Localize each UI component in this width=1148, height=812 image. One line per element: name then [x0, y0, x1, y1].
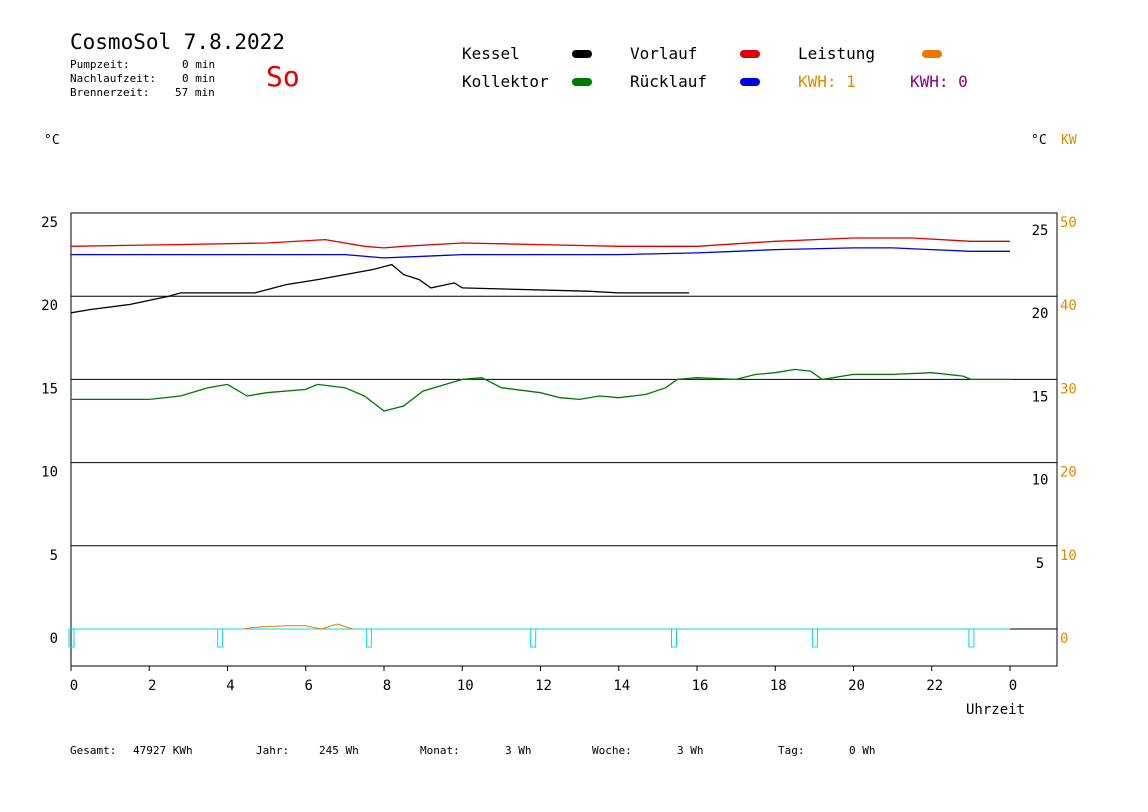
legend-ruecklauf-swatch — [740, 78, 760, 86]
pump-cycle-marker — [365, 628, 372, 648]
series-kollektor — [71, 368, 1010, 412]
y-tick-label-right: 25 — [1032, 223, 1049, 239]
y-tick-label-kw: 0 — [1060, 631, 1068, 647]
footer-tag-value: 0 Wh — [849, 744, 876, 757]
weekday-label: So — [266, 60, 300, 93]
legend-leistung-swatch — [922, 50, 942, 58]
series-kessel — [70, 263, 690, 314]
y-tick-label-right: 20 — [1032, 306, 1049, 322]
y-tick-label-right: 5 — [1036, 556, 1044, 572]
x-tick-label: 12 — [535, 678, 552, 694]
x-tick-label: 14 — [613, 678, 630, 694]
series-leistung — [243, 623, 353, 630]
footer-tag-label: Tag: — [778, 744, 805, 757]
y-tick-label-left: 15 — [41, 381, 58, 397]
legend-leistung: Leistung — [798, 44, 876, 63]
x-tick-label: 22 — [926, 678, 943, 694]
footer-jahr-value: 245 Wh — [319, 744, 359, 757]
y-axis-label-left: °C — [44, 133, 60, 148]
nachlaufzeit-value: 0 min — [182, 72, 216, 85]
x-tick-label: 8 — [383, 678, 391, 694]
series-vorlauf — [70, 237, 1010, 249]
y-tick-label-kw: 40 — [1060, 298, 1077, 314]
y-tick-label-left: 5 — [50, 548, 58, 564]
x-axis-label: Uhrzeit — [966, 702, 1025, 718]
legend-kessel: Kessel — [462, 44, 520, 63]
x-tick-label: 6 — [305, 678, 313, 694]
legend-kwh-1: KWH: 1 — [798, 72, 856, 91]
legend-ruecklauf: Rücklauf — [630, 72, 708, 91]
legend-kessel-swatch — [572, 50, 592, 58]
y-axis-label-kw: KW — [1061, 133, 1077, 148]
x-tick-label: 4 — [226, 678, 234, 694]
legend-vorlauf-swatch — [740, 50, 760, 58]
x-tick-label: 18 — [770, 678, 787, 694]
legend-kollektor-swatch — [572, 78, 592, 86]
chart-title: CosmoSol 7.8.2022 — [70, 30, 285, 54]
footer-gesamt-label: Gesamt: — [70, 744, 117, 757]
y-tick-label-left: 25 — [41, 215, 58, 231]
pump-cycle-marker — [671, 628, 678, 648]
x-tick-label: 16 — [692, 678, 709, 694]
pump-cycle-marker — [968, 628, 975, 648]
y-tick-label-kw: 30 — [1060, 381, 1077, 397]
legend-vorlauf: Vorlauf — [630, 44, 698, 63]
plot-frame — [70, 212, 1058, 667]
footer-gesamt-value: 47927 KWh — [133, 744, 193, 757]
footer-monat-label: Monat: — [420, 744, 460, 757]
x-tick-label: 20 — [848, 678, 865, 694]
pump-cycle-marker — [68, 628, 75, 648]
brennerzeit-value: 57 min — [175, 86, 215, 99]
legend-kollektor: Kollektor — [462, 72, 549, 91]
pump-cycle-marker — [811, 628, 818, 648]
pump-cycle-marker — [217, 628, 224, 648]
x-tick-label: 2 — [148, 678, 156, 694]
legend-kwh-0: KWH: 0 — [910, 72, 968, 91]
y-tick-label-right: 10 — [1032, 473, 1049, 489]
footer-monat-value: 3 Wh — [505, 744, 532, 757]
footer-woche-label: Woche: — [592, 744, 632, 757]
x-tick-label: 0 — [1009, 678, 1017, 694]
x-tick-label: 0 — [70, 678, 78, 694]
footer-woche-value: 3 Wh — [677, 744, 704, 757]
pumpzeit-value: 0 min — [182, 58, 216, 71]
y-axis-label-right: °C — [1031, 133, 1047, 148]
y-tick-label-right: 15 — [1032, 389, 1049, 405]
series-ruecklauf — [71, 247, 1010, 259]
x-tick-label: 10 — [457, 678, 474, 694]
y-tick-label-left: 10 — [41, 465, 58, 481]
nachlaufzeit-label: Nachlaufzeit: — [70, 72, 157, 85]
y-tick-label-kw: 20 — [1060, 465, 1077, 481]
pump-cycle-marker — [530, 628, 537, 648]
y-tick-label-left: 0 — [50, 631, 58, 647]
y-tick-label-kw: 50 — [1060, 215, 1077, 231]
y-tick-label-left: 20 — [41, 298, 58, 314]
brennerzeit-label: Brennerzeit: — [70, 86, 150, 99]
footer-jahr-label: Jahr: — [256, 744, 290, 757]
pumpzeit-label: Pumpzeit: — [70, 58, 130, 71]
y-tick-label-kw: 10 — [1060, 548, 1077, 564]
